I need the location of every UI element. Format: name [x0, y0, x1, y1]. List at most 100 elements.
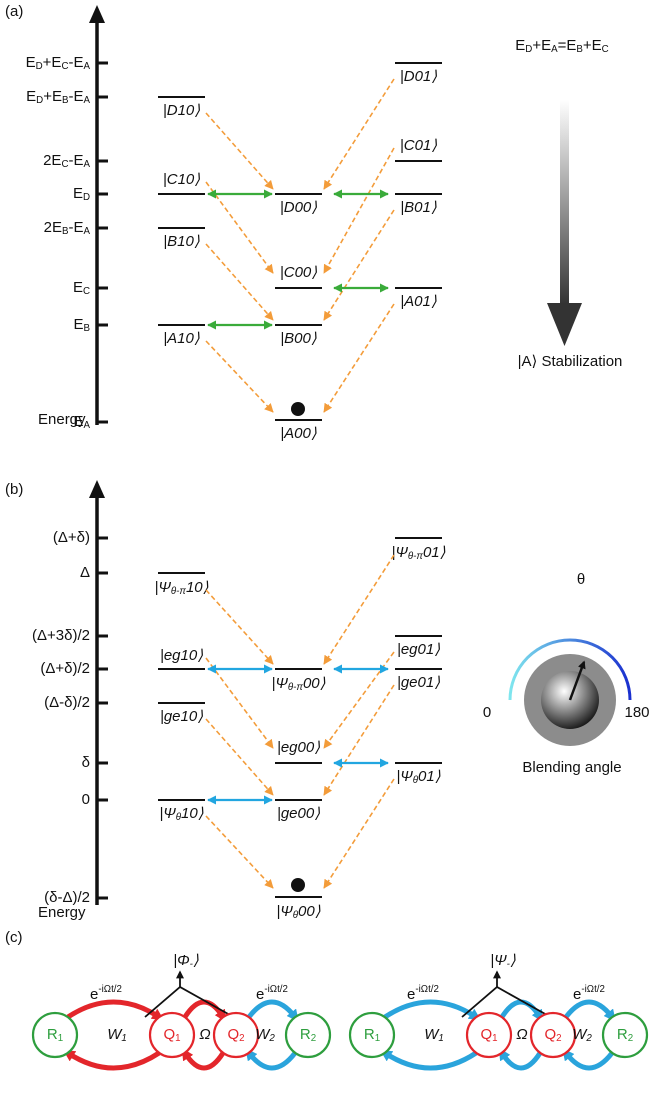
joint-state: |Φ-⟩ [173, 952, 199, 970]
text-part: Q [163, 1026, 175, 1043]
state-label: |ge01⟩ [397, 674, 440, 691]
coupling-arc [68, 1053, 159, 1068]
text-part: E [73, 279, 83, 296]
decay-arrow [206, 658, 273, 748]
text-part: 00⟩ [298, 903, 321, 920]
state-label: |C00⟩ [280, 264, 317, 281]
state-label: |C10⟩ [163, 171, 200, 188]
text-part: |Φ [173, 952, 189, 969]
decay-arrow [206, 816, 273, 888]
subscript: A [83, 95, 90, 106]
stabilization-caption: |A⟩ Stabilization [518, 353, 623, 370]
text-part: 01⟩ [423, 544, 446, 561]
subscript: 1 [175, 1033, 180, 1044]
state-label: |ge00⟩ [277, 805, 320, 822]
text-part: |Ψ [272, 675, 289, 692]
state-label: |D01⟩ [400, 68, 437, 85]
state-label: |A01⟩ [400, 293, 437, 310]
coupling-arc [502, 1002, 540, 1017]
text-part: R [300, 1026, 311, 1043]
subscript: D [525, 44, 532, 55]
tick-label: ED [73, 185, 90, 203]
text-part: ⟩ [193, 952, 199, 969]
state-label: |C01⟩ [400, 137, 437, 154]
text-part: +E [43, 88, 62, 105]
subscript: A [83, 420, 90, 431]
decay-arrow [206, 590, 273, 664]
decay-arrow [206, 719, 273, 795]
subscript: A [83, 159, 90, 170]
coupling-arc [385, 1053, 476, 1068]
tick-label: (Δ+δ)/2 [40, 660, 90, 677]
text-part: +E [532, 37, 551, 54]
decay-arrow [324, 652, 394, 748]
gradient-arrow [560, 100, 569, 305]
text-part: ⟩ [510, 952, 516, 969]
subscript: 1 [58, 1033, 63, 1044]
panel-label: (c) [5, 929, 23, 946]
superscript: -iΩt/2 [264, 984, 288, 995]
dial-caption: Blending angle [522, 759, 621, 776]
subscript: 2 [268, 1033, 275, 1044]
state-label: |ge10⟩ [160, 708, 203, 725]
state-label: |D00⟩ [280, 199, 317, 216]
text-part: +E [583, 37, 602, 54]
subscript: 1 [121, 1033, 126, 1044]
subscript: C [61, 159, 68, 170]
coupling-arc [566, 1053, 612, 1068]
decay-arrow [206, 341, 273, 412]
dial-angle: θ [577, 571, 585, 588]
text-part: E [73, 185, 83, 202]
coupling-label: W1 [107, 1026, 127, 1044]
subscript: A [83, 61, 90, 72]
coupling-arc [68, 1002, 159, 1017]
text-part: -E [68, 152, 83, 169]
subscript: θ-π [288, 682, 304, 693]
state-label: |A00⟩ [280, 425, 317, 442]
text-part: e [407, 986, 415, 1003]
population-dot [291, 878, 305, 892]
text-part: E [515, 37, 525, 54]
text-part: |Ψ [276, 903, 293, 920]
superscript: -iΩt/2 [98, 984, 122, 995]
coupling-label: Ω [516, 1026, 527, 1043]
subscript: θ-π [408, 551, 424, 562]
text-part: Q [544, 1026, 556, 1043]
tick-label: 0 [82, 791, 90, 808]
state-label: |Ψθ-π00⟩ [272, 675, 326, 693]
tick-label: (Δ-δ)/2 [44, 694, 90, 711]
coupling-label: Ω [199, 1026, 210, 1043]
state-label: |D10⟩ [163, 102, 200, 119]
text-part: -E [68, 88, 83, 105]
decay-arrow [324, 685, 394, 795]
dial-max: 180 [624, 704, 649, 721]
decay-arrow [324, 148, 394, 273]
state-label: |Ψθ01⟩ [396, 768, 440, 786]
state-label: |eg01⟩ [397, 641, 440, 658]
superscript: -iΩt/2 [581, 984, 605, 995]
state-label: |B01⟩ [400, 199, 437, 216]
population-dot [291, 402, 305, 416]
text-part: R [364, 1026, 375, 1043]
tick-label: Δ [80, 564, 90, 581]
coupling-label: W2 [572, 1026, 592, 1044]
state-label: |B10⟩ [163, 233, 200, 250]
text-part: R [617, 1026, 628, 1043]
subscript: 2 [239, 1033, 244, 1044]
state-label: |B00⟩ [280, 330, 317, 347]
text-part: -E [68, 219, 83, 236]
text-part: 2E [44, 219, 62, 236]
tick-label: EA [73, 413, 90, 431]
subscript: D [36, 95, 43, 106]
coupling-arc [249, 1053, 295, 1068]
tick-label: 2EC-EA [43, 152, 90, 170]
text-part: e [90, 986, 98, 1003]
gradient-arrow-head [547, 303, 582, 346]
subscript: 1 [438, 1033, 443, 1044]
energy-relation: ED+EA=EB+EC [515, 37, 608, 55]
subscript: D [36, 61, 43, 72]
text-part: 2E [43, 152, 61, 169]
subscript: θ-π [171, 586, 187, 597]
subscript: 2 [628, 1033, 633, 1044]
subscript: C [602, 44, 609, 55]
